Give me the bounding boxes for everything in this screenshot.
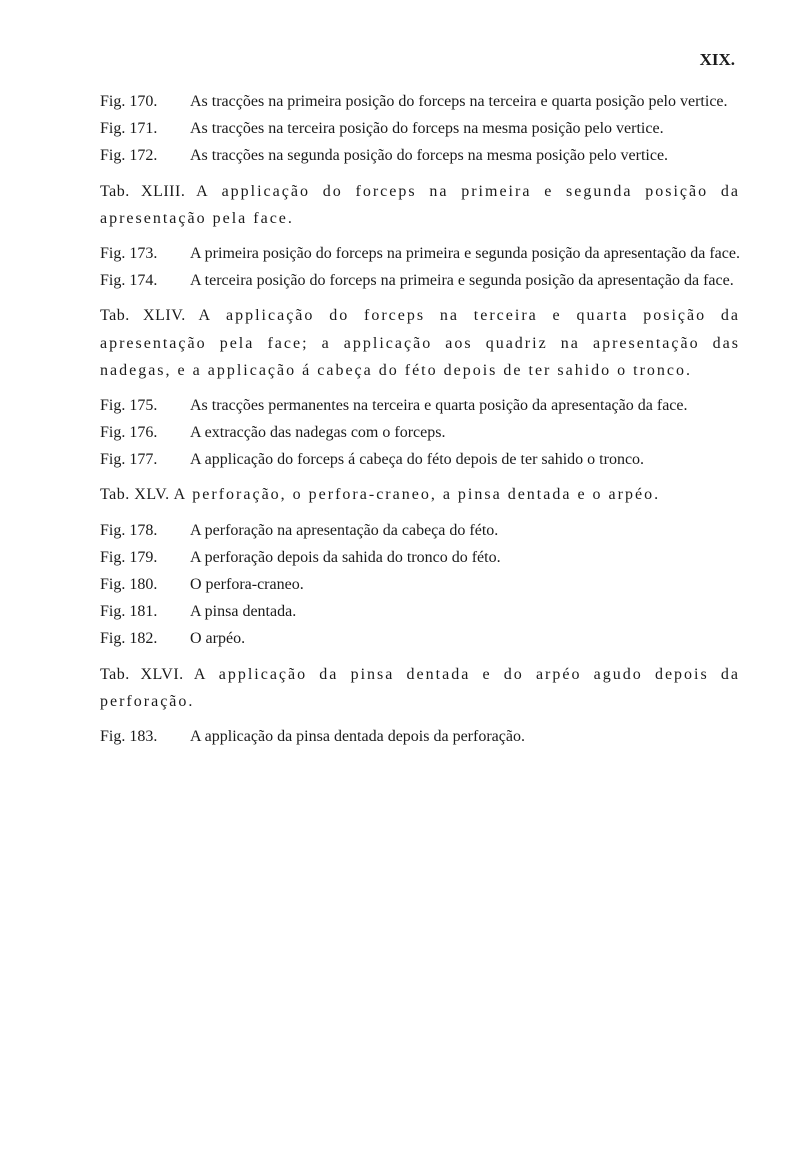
figure-label: Fig. 179. [100,546,190,569]
figure-entry: Fig. 174.A terceira posição do forceps n… [100,269,740,292]
figure-label: Fig. 183. [100,725,190,748]
figure-label: Fig. 171. [100,117,190,140]
tab-section: Tab. XLIII. A applicação do forceps na p… [100,178,740,232]
figure-entry: Fig. 171.As tracções na terceira posição… [100,117,740,140]
figure-text: A extracção das nadegas com o forceps. [190,421,740,444]
figure-label: Fig. 182. [100,627,190,650]
tab-label: Tab. XLVI. [100,666,184,683]
figure-label: Fig. 178. [100,519,190,542]
figure-entry: Fig. 177.A applicação do forceps á cabeç… [100,448,740,471]
figure-label: Fig. 180. [100,573,190,596]
figure-text: A pinsa dentada. [190,600,740,623]
tab-text: A perforação, o perfora-craneo, a pinsa … [174,486,660,503]
figure-text: A applicação do forceps á cabeça do féto… [190,448,740,471]
figure-text: As tracções na terceira posição do force… [190,117,740,140]
figure-label: Fig. 176. [100,421,190,444]
figure-label: Fig. 174. [100,269,190,292]
figure-entry: Fig. 179.A perforação depois da sahida d… [100,546,740,569]
tab-text: A applicação do forceps na terceira e qu… [100,307,740,378]
figure-text: A perforação depois da sahida do tronco … [190,546,740,569]
content-list: Fig. 170.As tracções na primeira posição… [100,90,740,748]
tab-text: A applicação do forceps na primeira e se… [100,183,740,227]
figure-text: A applicação da pinsa dentada depois da … [190,725,740,748]
figure-text: As tracções na segunda posição do forcep… [190,144,740,167]
figure-text: O arpéo. [190,627,740,650]
figure-label: Fig. 181. [100,600,190,623]
figure-label: Fig. 172. [100,144,190,167]
figure-text: As tracções permanentes na terceira e qu… [190,394,740,417]
figure-entry: Fig. 181.A pinsa dentada. [100,600,740,623]
page-container: XIX. Fig. 170.As tracções na primeira po… [0,0,800,802]
figure-entry: Fig. 173.A primeira posição do forceps n… [100,242,740,265]
figure-text: As tracções na primeira posição do force… [190,90,740,113]
tab-text: A applicação da pinsa dentada e do arpéo… [100,666,740,710]
tab-section: Tab. XLIV. A applicação do forceps na te… [100,302,740,384]
figure-text: A terceira posição do forceps na primeir… [190,269,740,292]
figure-label: Fig. 175. [100,394,190,417]
tab-section: Tab. XLV. A perforação, o perfora-craneo… [100,481,740,508]
figure-label: Fig. 177. [100,448,190,471]
figure-text: A perforação na apresentação da cabeça d… [190,519,740,542]
figure-entry: Fig. 182.O arpéo. [100,627,740,650]
tab-section: Tab. XLVI. A applicação da pinsa dentada… [100,661,740,715]
figure-entry: Fig. 180.O perfora-craneo. [100,573,740,596]
figure-entry: Fig. 178.A perforação na apresentação da… [100,519,740,542]
page-number: XIX. [100,50,740,70]
figure-entry: Fig. 176.A extracção das nadegas com o f… [100,421,740,444]
tab-label: Tab. XLIII. [100,183,185,200]
figure-entry: Fig. 172.As tracções na segunda posição … [100,144,740,167]
figure-entry: Fig. 175.As tracções permanentes na terc… [100,394,740,417]
figure-text: O perfora-craneo. [190,573,740,596]
figure-label: Fig. 170. [100,90,190,113]
figure-text: A primeira posição do forceps na primeir… [190,242,740,265]
figure-label: Fig. 173. [100,242,190,265]
tab-label: Tab. XLIV. [100,307,186,324]
figure-entry: Fig. 170.As tracções na primeira posição… [100,90,740,113]
figure-entry: Fig. 183.A applicação da pinsa dentada d… [100,725,740,748]
tab-label: Tab. XLV. [100,486,170,503]
